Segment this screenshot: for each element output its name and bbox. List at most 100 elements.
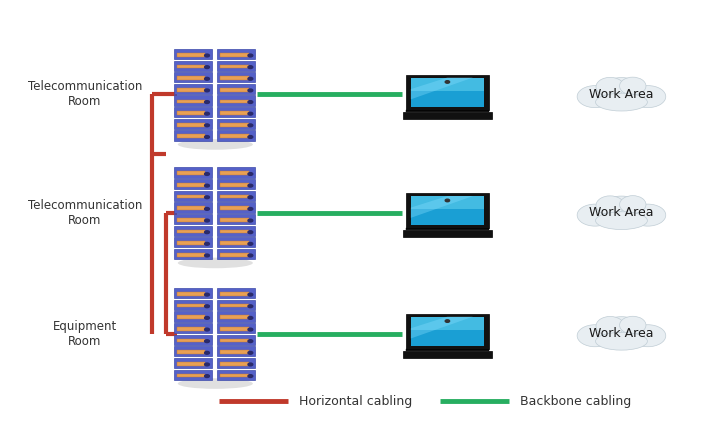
Circle shape	[205, 124, 210, 127]
Circle shape	[205, 328, 210, 331]
FancyBboxPatch shape	[174, 323, 212, 333]
Circle shape	[248, 363, 253, 366]
FancyBboxPatch shape	[220, 183, 249, 187]
Circle shape	[205, 363, 210, 366]
FancyBboxPatch shape	[405, 314, 489, 349]
Ellipse shape	[178, 258, 253, 268]
FancyBboxPatch shape	[220, 241, 249, 245]
FancyBboxPatch shape	[411, 78, 484, 106]
FancyBboxPatch shape	[177, 253, 205, 256]
Polygon shape	[411, 196, 473, 218]
FancyBboxPatch shape	[403, 351, 491, 358]
Circle shape	[205, 207, 210, 210]
FancyBboxPatch shape	[217, 288, 256, 298]
Ellipse shape	[596, 212, 647, 230]
Circle shape	[205, 242, 210, 245]
Text: Horizontal cabling: Horizontal cabling	[298, 395, 412, 408]
FancyBboxPatch shape	[174, 214, 212, 224]
FancyBboxPatch shape	[220, 76, 249, 80]
FancyBboxPatch shape	[177, 53, 205, 57]
Circle shape	[248, 173, 253, 176]
Polygon shape	[411, 317, 473, 339]
FancyBboxPatch shape	[220, 65, 249, 68]
Ellipse shape	[598, 78, 645, 107]
FancyBboxPatch shape	[177, 135, 205, 138]
Circle shape	[205, 231, 210, 233]
FancyBboxPatch shape	[220, 230, 249, 233]
Text: Work Area: Work Area	[589, 88, 654, 101]
Circle shape	[205, 254, 210, 257]
FancyBboxPatch shape	[174, 119, 212, 129]
FancyBboxPatch shape	[217, 84, 256, 94]
Ellipse shape	[630, 204, 666, 226]
FancyBboxPatch shape	[174, 369, 212, 380]
FancyBboxPatch shape	[177, 304, 205, 308]
FancyBboxPatch shape	[405, 75, 489, 109]
Circle shape	[205, 340, 210, 343]
Ellipse shape	[596, 78, 625, 96]
FancyBboxPatch shape	[177, 230, 205, 233]
Ellipse shape	[620, 316, 646, 334]
Circle shape	[248, 78, 253, 80]
FancyBboxPatch shape	[220, 53, 249, 57]
FancyBboxPatch shape	[174, 72, 212, 83]
FancyBboxPatch shape	[220, 111, 249, 115]
FancyBboxPatch shape	[177, 206, 205, 210]
Circle shape	[248, 254, 253, 257]
FancyBboxPatch shape	[220, 362, 249, 366]
FancyBboxPatch shape	[217, 95, 256, 106]
FancyBboxPatch shape	[217, 60, 256, 71]
FancyBboxPatch shape	[177, 350, 205, 354]
Circle shape	[248, 101, 253, 104]
Circle shape	[248, 317, 253, 320]
FancyBboxPatch shape	[220, 195, 249, 199]
FancyBboxPatch shape	[220, 100, 249, 103]
FancyBboxPatch shape	[174, 311, 212, 322]
Circle shape	[205, 219, 210, 222]
FancyBboxPatch shape	[174, 358, 212, 368]
FancyBboxPatch shape	[174, 334, 212, 345]
FancyBboxPatch shape	[174, 95, 212, 106]
Ellipse shape	[577, 86, 613, 108]
Circle shape	[248, 242, 253, 245]
Text: Work Area: Work Area	[589, 207, 654, 219]
Text: Backbone cabling: Backbone cabling	[520, 395, 631, 408]
Circle shape	[205, 351, 210, 354]
Ellipse shape	[598, 196, 645, 226]
FancyBboxPatch shape	[220, 88, 249, 92]
FancyBboxPatch shape	[177, 76, 205, 80]
Ellipse shape	[630, 86, 666, 108]
Ellipse shape	[577, 325, 613, 347]
FancyBboxPatch shape	[405, 228, 489, 230]
FancyBboxPatch shape	[174, 84, 212, 94]
FancyBboxPatch shape	[174, 249, 212, 259]
Circle shape	[248, 305, 253, 308]
Circle shape	[205, 66, 210, 69]
Circle shape	[205, 89, 210, 92]
Circle shape	[248, 219, 253, 222]
Circle shape	[205, 78, 210, 80]
FancyBboxPatch shape	[217, 191, 256, 201]
Text: Equipment
Room: Equipment Room	[52, 320, 117, 348]
Circle shape	[205, 317, 210, 320]
FancyBboxPatch shape	[174, 60, 212, 71]
FancyBboxPatch shape	[217, 358, 256, 368]
Circle shape	[205, 293, 210, 296]
FancyBboxPatch shape	[177, 218, 205, 222]
Circle shape	[205, 101, 210, 104]
Text: Work Area: Work Area	[589, 327, 654, 340]
FancyBboxPatch shape	[220, 374, 249, 377]
FancyBboxPatch shape	[177, 111, 205, 115]
Ellipse shape	[178, 139, 253, 150]
Circle shape	[248, 124, 253, 127]
FancyBboxPatch shape	[217, 299, 256, 310]
FancyBboxPatch shape	[217, 237, 256, 248]
FancyBboxPatch shape	[220, 339, 249, 343]
FancyBboxPatch shape	[217, 311, 256, 322]
FancyBboxPatch shape	[411, 78, 484, 91]
Circle shape	[205, 375, 210, 377]
Ellipse shape	[620, 196, 646, 213]
FancyBboxPatch shape	[177, 362, 205, 366]
FancyBboxPatch shape	[405, 109, 489, 112]
FancyBboxPatch shape	[217, 49, 256, 59]
